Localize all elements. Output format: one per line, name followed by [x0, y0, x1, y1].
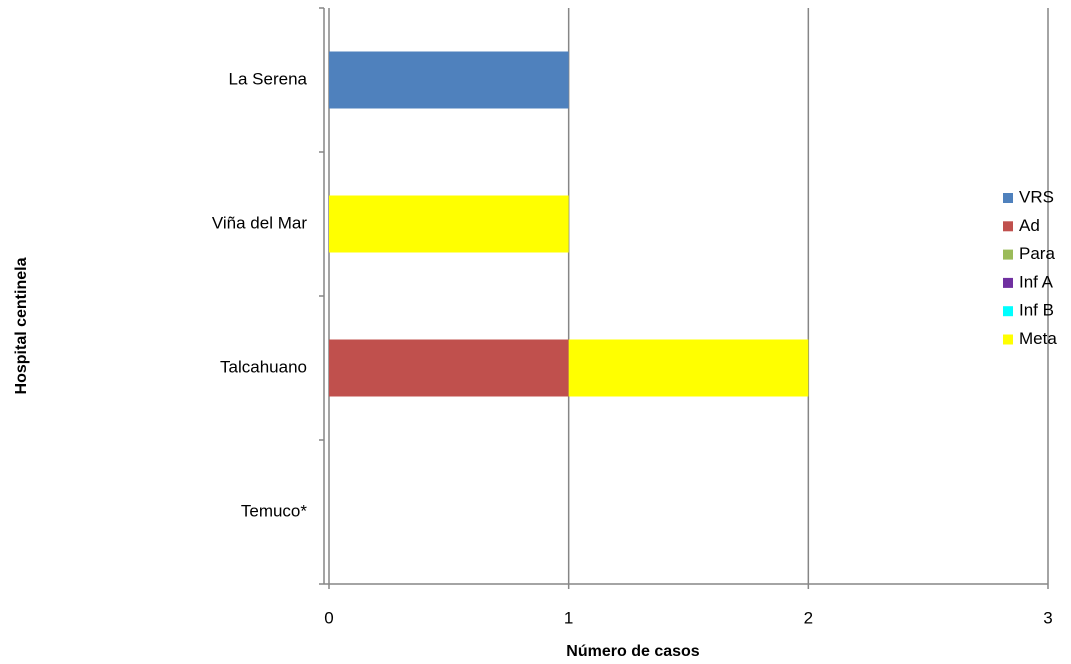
bar-segment [329, 51, 569, 109]
bar-segment [329, 339, 569, 397]
x-tick-label: 0 [324, 608, 333, 627]
legend-swatch [1003, 334, 1013, 345]
legend-swatch [1003, 306, 1013, 317]
y-tick-label: Temuco* [241, 501, 308, 520]
y-tick-label: La Serena [229, 69, 308, 88]
legend-swatch [1003, 193, 1013, 203]
y-tick-label: Viña del Mar [212, 213, 307, 232]
x-tick-label: 1 [564, 608, 573, 627]
x-tick-label: 2 [804, 608, 813, 627]
legend-label: Meta [1019, 329, 1057, 348]
y-axis-title: Hospital centinela [13, 257, 30, 394]
legend-label: Inf B [1019, 301, 1054, 320]
legend-swatch [1003, 221, 1013, 232]
legend-label: VRS [1019, 187, 1054, 206]
bar-segment [329, 195, 569, 253]
legend-label: Inf A [1019, 272, 1054, 291]
legend-swatch [1003, 249, 1013, 260]
x-tick-label: 3 [1043, 608, 1052, 627]
y-tick-label: Talcahuano [220, 357, 307, 376]
x-axis-title: Número de casos [566, 643, 699, 660]
legend-label: Para [1019, 244, 1055, 263]
legend-swatch [1003, 277, 1013, 288]
bar-segment [568, 339, 809, 397]
legend-label: Ad [1019, 216, 1040, 235]
